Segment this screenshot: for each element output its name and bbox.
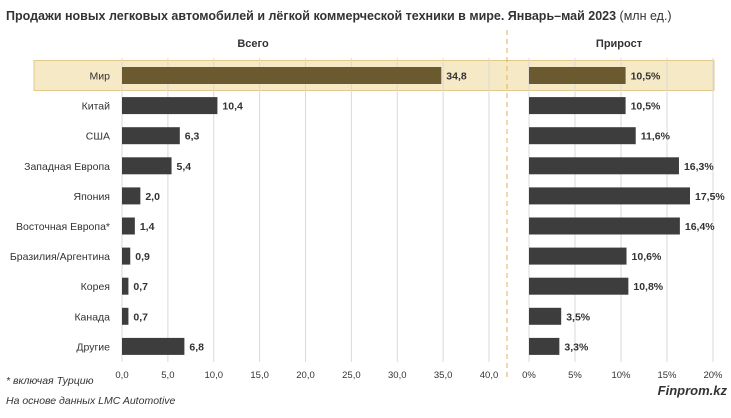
bar xyxy=(122,157,172,175)
category-label: Мир xyxy=(90,71,111,83)
bar-value-label: 0,7 xyxy=(133,281,148,293)
category-label: Канада xyxy=(74,311,110,323)
bar-value-label: 0,7 xyxy=(133,311,148,323)
brand-logo: Finprom.kz xyxy=(658,383,728,398)
x-tick-label: 0% xyxy=(522,370,536,381)
bar xyxy=(122,97,218,115)
bar-value-label: 10,5% xyxy=(631,101,661,113)
bar-value-label: 6,3 xyxy=(185,131,200,143)
chart-title-main: Продажи новых легковых автомобилей и лёг… xyxy=(6,9,616,23)
bar xyxy=(529,157,679,175)
x-tick-label: 20,0 xyxy=(296,370,315,381)
bar-value-label: 3,3% xyxy=(564,341,589,353)
category-label: Восточная Европа* xyxy=(16,221,110,233)
bar xyxy=(529,127,636,145)
bar-value-label: 17,5% xyxy=(695,191,725,203)
category-label: Бразилия/Аргентина xyxy=(10,251,110,263)
category-label: США xyxy=(86,131,110,143)
category-label: Западная Европа xyxy=(24,161,110,173)
bar-value-label: 10,5% xyxy=(631,71,661,83)
footnote: * включая Турцию xyxy=(6,375,94,387)
bar xyxy=(529,307,562,325)
bar-value-label: 6,8 xyxy=(189,341,204,353)
bar-value-label: 10,4 xyxy=(222,101,243,113)
x-tick-label: 10,0 xyxy=(205,370,224,381)
x-tick-label: 0,0 xyxy=(115,370,128,381)
bar-value-label: 10,6% xyxy=(632,251,662,263)
bar-value-label: 16,3% xyxy=(684,161,714,173)
bar-value-label: 5,4 xyxy=(177,161,192,173)
bar xyxy=(529,277,629,295)
x-tick-label: 5,0 xyxy=(161,370,174,381)
bar xyxy=(122,187,141,205)
x-tick-label: 10% xyxy=(611,370,631,381)
bar xyxy=(122,337,185,355)
category-label: Китай xyxy=(82,101,111,113)
bar xyxy=(529,247,627,265)
bar-value-label: 3,5% xyxy=(566,311,591,323)
bar-value-label: 11,6% xyxy=(641,131,671,143)
bar xyxy=(529,187,690,205)
x-tick-label: 15,0 xyxy=(250,370,269,381)
chart-title-unit: (млн ед.) xyxy=(616,9,672,23)
x-tick-label: 5% xyxy=(568,370,582,381)
bar-value-label: 0,9 xyxy=(135,251,150,263)
panel-title: Всего xyxy=(237,38,269,50)
bar xyxy=(122,277,129,295)
bar-value-label: 34,8 xyxy=(446,71,467,83)
category-label: Другие xyxy=(76,341,110,353)
bar-value-label: 1,4 xyxy=(140,221,155,233)
x-tick-label: 20% xyxy=(703,370,723,381)
bar xyxy=(529,217,680,235)
bar xyxy=(122,127,180,145)
x-tick-label: 25,0 xyxy=(342,370,361,381)
x-tick-label: 40,0 xyxy=(480,370,499,381)
category-label: Япония xyxy=(74,191,110,203)
x-tick-label: 15% xyxy=(657,370,677,381)
panel-title: Прирост xyxy=(596,38,643,50)
bar xyxy=(122,217,135,235)
bar xyxy=(122,307,129,325)
bar-value-label: 16,4% xyxy=(685,221,715,233)
x-tick-label: 30,0 xyxy=(388,370,407,381)
source-note: На основе данных LMC Automotive xyxy=(6,395,176,407)
bar xyxy=(529,67,626,84)
bar xyxy=(122,247,131,265)
bar xyxy=(529,337,560,355)
category-label: Корея xyxy=(81,281,110,293)
bar xyxy=(529,97,626,115)
chart-title: Продажи новых легковых автомобилей и лёг… xyxy=(6,9,672,23)
bar xyxy=(122,67,442,84)
bar-value-label: 2,0 xyxy=(145,191,160,203)
bar-value-label: 10,8% xyxy=(633,281,663,293)
x-tick-label: 35,0 xyxy=(434,370,453,381)
